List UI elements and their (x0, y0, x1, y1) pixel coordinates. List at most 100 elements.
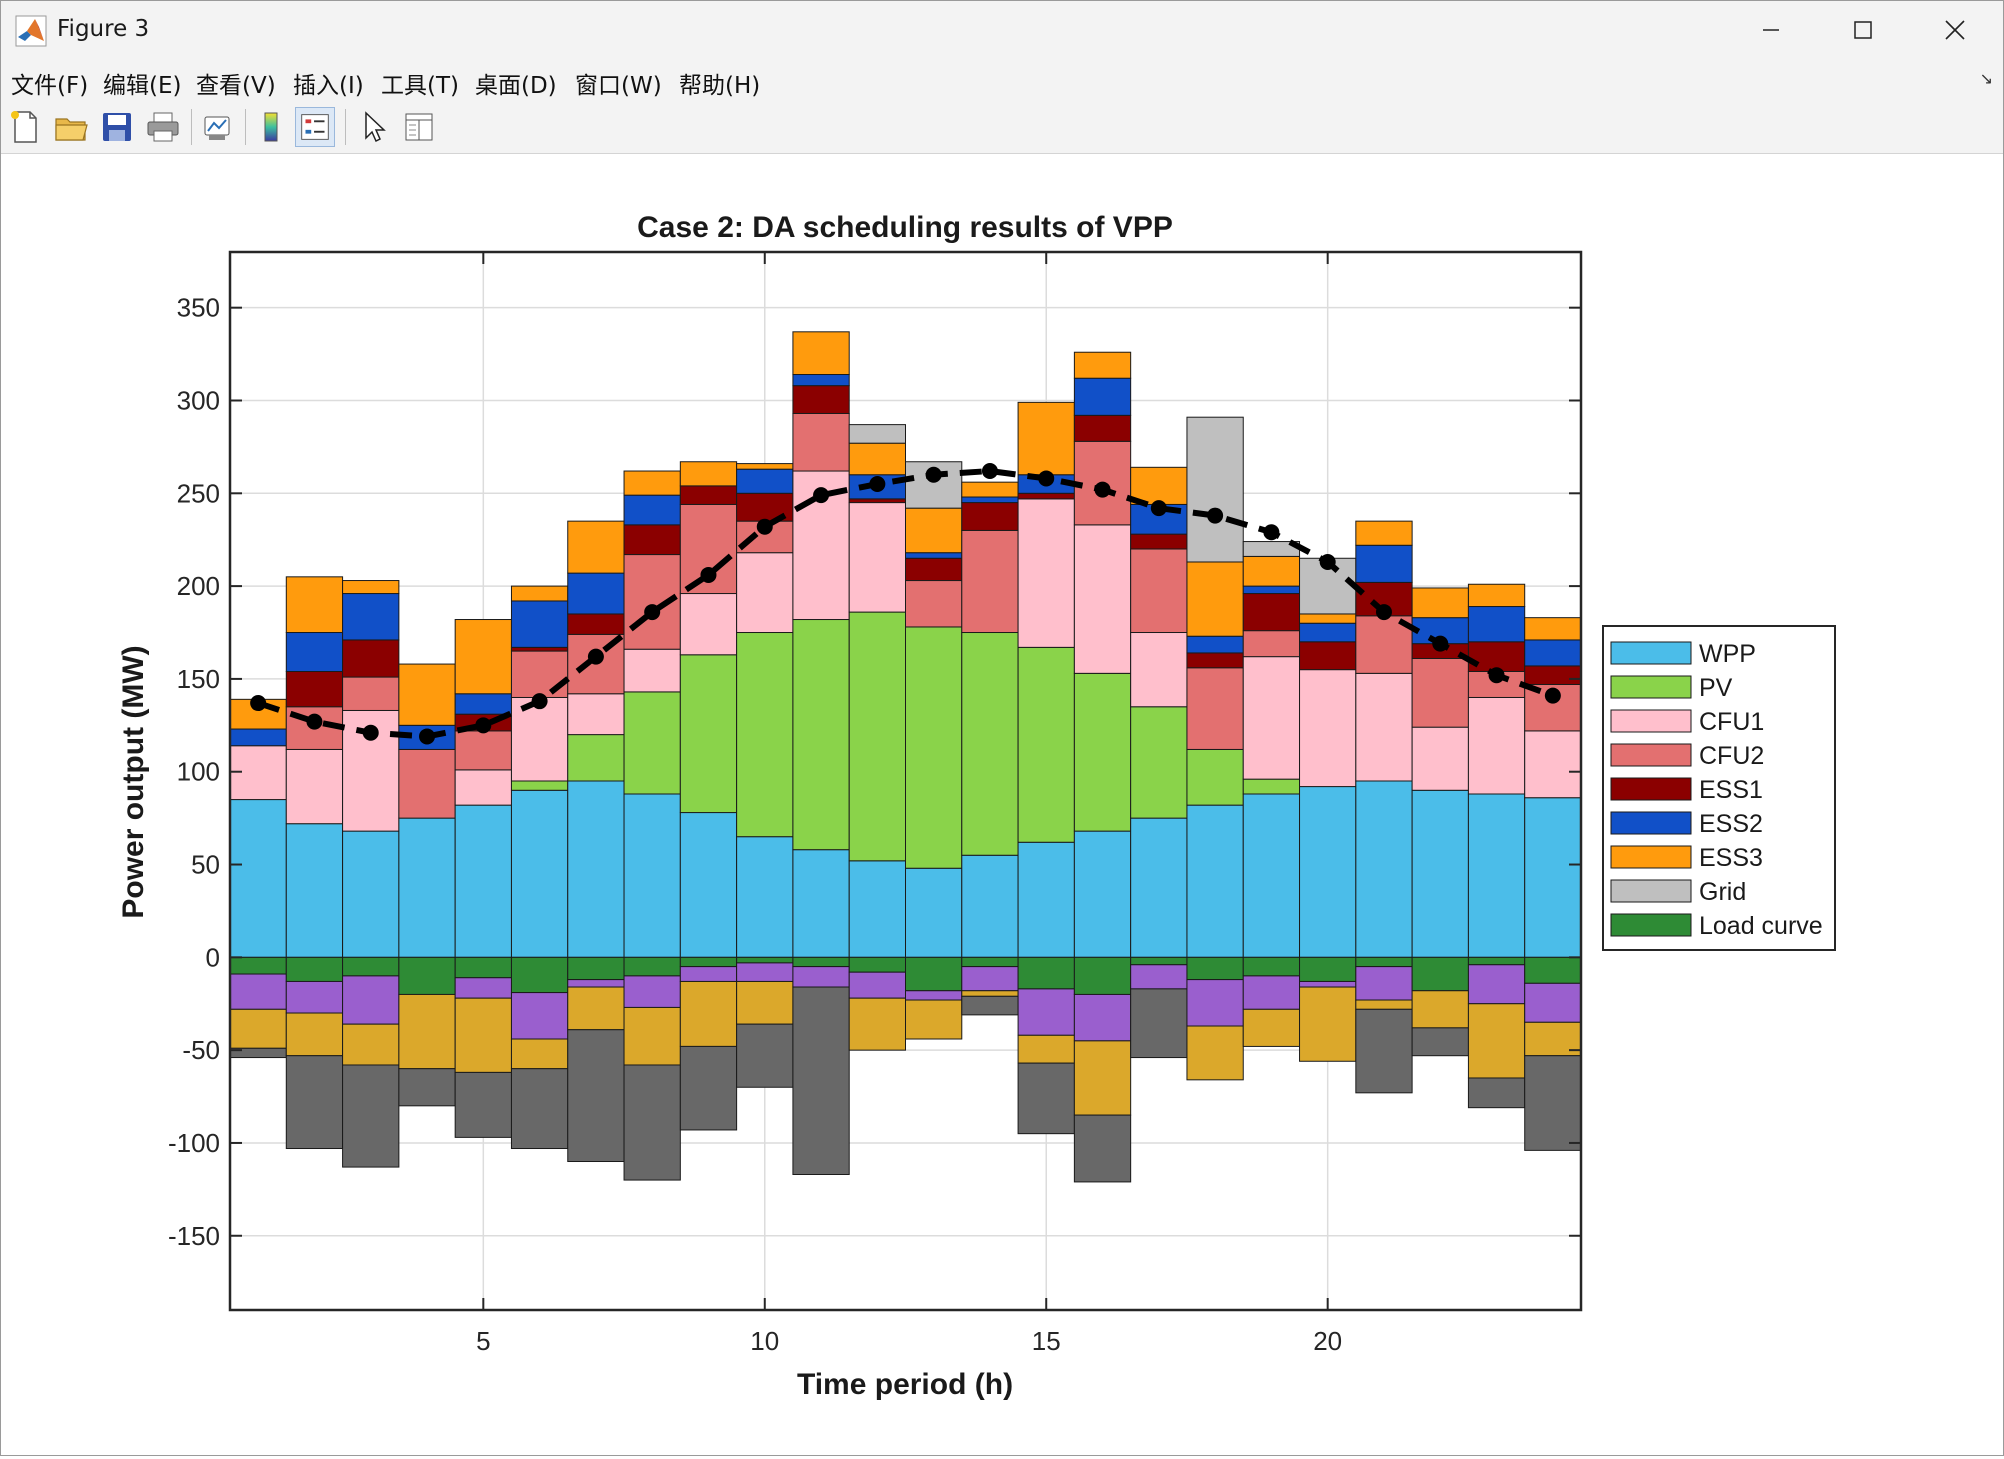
menu-file[interactable]: 文件(F) (11, 73, 89, 99)
bar-segment (1073, 377, 1132, 416)
menu-desktop[interactable]: 桌面(D) (475, 73, 557, 99)
bar-segment (567, 693, 625, 736)
bar-segment (567, 520, 625, 574)
menu-tools[interactable]: 工具(T) (381, 73, 459, 99)
bar-segment (510, 780, 569, 791)
bar-segment (623, 524, 681, 556)
bar-segment (1355, 544, 1413, 583)
bar-segment (454, 1071, 512, 1138)
window-title: Figure 3 (57, 16, 150, 42)
bar-segment (623, 470, 681, 496)
bar-segment (905, 580, 963, 628)
legend-entry-label: PV (1699, 674, 1733, 702)
menu-view[interactable]: 查看(V) (196, 73, 276, 99)
colorbar-icon (264, 112, 278, 142)
y-tick-label: 200 (177, 571, 220, 601)
bar-segment (1186, 956, 1244, 981)
legend-swatch (1610, 845, 1692, 869)
bar-segment (736, 980, 794, 1025)
bar-segment (1467, 1003, 1526, 1079)
menu-bar: 文件(F) 编辑(E) 查看(V) 插入(I) 工具(T) 桌面(D) 窗口(W… (1, 59, 2003, 101)
bar-segment (229, 799, 287, 958)
bar-segment (1467, 956, 1526, 966)
y-axis-label: Power output (MW) (117, 645, 150, 918)
load-curve-point (1544, 687, 1561, 704)
bar-segment (1017, 1062, 1075, 1135)
bar-segment (1017, 841, 1075, 958)
bar-segment (792, 374, 850, 387)
bar-segment (679, 966, 738, 982)
bar-segment (1073, 956, 1132, 995)
bar-segment (623, 691, 681, 795)
menu-insert[interactable]: 插入(I) (293, 73, 364, 99)
property-inspector-button[interactable] (399, 107, 439, 147)
bar-segment (454, 804, 512, 958)
bar-segment (1524, 1055, 1582, 1151)
bar-segment (1467, 606, 1526, 643)
close-button[interactable] (1909, 1, 2001, 59)
legend-entry-label: ESS3 (1699, 844, 1763, 872)
load-curve-point (362, 724, 379, 741)
bar-segment (1073, 524, 1132, 674)
print-button[interactable] (143, 107, 183, 147)
bar-segment (1130, 632, 1188, 708)
minimize-button[interactable] (1725, 1, 1817, 59)
bar-segment (1242, 975, 1301, 1010)
bar-segment (510, 1038, 569, 1070)
maximize-button[interactable] (1817, 1, 1909, 59)
bar-segment (1299, 980, 1357, 988)
menu-help[interactable]: 帮助(H) (679, 73, 761, 99)
new-figure-button[interactable] (5, 107, 45, 147)
bar-segment (1186, 416, 1244, 563)
bar-segment (1242, 778, 1301, 795)
bar-segment (792, 966, 850, 988)
bar-segment (1355, 780, 1413, 958)
bar-segment (1073, 993, 1132, 1042)
bar-segment (1299, 956, 1357, 982)
bar-segment (736, 956, 794, 964)
save-button[interactable] (97, 107, 137, 147)
legend-icon (301, 114, 329, 140)
menu-window[interactable]: 窗口(W) (575, 73, 662, 99)
bar-segment (454, 730, 512, 771)
legend[interactable]: WPP PV CFU1 CFU2 ESS1 ESS2 ESS3 Grid Load curve (1602, 625, 1836, 951)
bar-segment (510, 696, 569, 782)
load-curve-point (644, 604, 661, 621)
x-axis-label: Time period (h) (797, 1368, 1013, 1401)
y-tick-label: 250 (177, 478, 220, 508)
legend-button[interactable] (295, 107, 335, 147)
bar-segment (398, 956, 456, 995)
bar-segment (1242, 956, 1301, 977)
bar-segment (1467, 793, 1526, 958)
bar-segment (848, 611, 906, 862)
menu-edit[interactable]: 编辑(E) (103, 73, 182, 99)
bar-segment (510, 1068, 569, 1150)
colorbar-button[interactable] (251, 107, 291, 147)
bar-segment (736, 1023, 794, 1088)
cursor-arrow-icon (365, 111, 386, 143)
bar-segment (1242, 593, 1301, 632)
bar-segment (229, 728, 287, 747)
property-inspector-icon (405, 113, 433, 141)
bar-segment (623, 975, 681, 1008)
bar-segment (1467, 1077, 1526, 1109)
load-curve-point (531, 693, 548, 710)
bar-segment (1186, 635, 1244, 654)
bar-segment (342, 1023, 400, 1066)
load-curve-point (1319, 553, 1336, 570)
bar-segment (567, 986, 625, 1031)
load-curve-point (419, 728, 436, 745)
edit-plot-button[interactable] (353, 107, 393, 147)
legend-swatch (1610, 777, 1692, 801)
bar-segment (792, 331, 850, 376)
bar-segment (567, 613, 625, 635)
dock-arrow-icon[interactable]: ↘ (1979, 69, 1993, 88)
bar-segment (342, 593, 400, 641)
bar-segment (1130, 466, 1188, 505)
bar-segment (285, 632, 344, 672)
open-file-button[interactable] (51, 107, 91, 147)
title-bar[interactable]: Figure 3 (1, 1, 2003, 59)
bar-segment (961, 529, 1019, 634)
link-plot-button[interactable] (197, 107, 237, 147)
bar-segment (1186, 561, 1244, 637)
